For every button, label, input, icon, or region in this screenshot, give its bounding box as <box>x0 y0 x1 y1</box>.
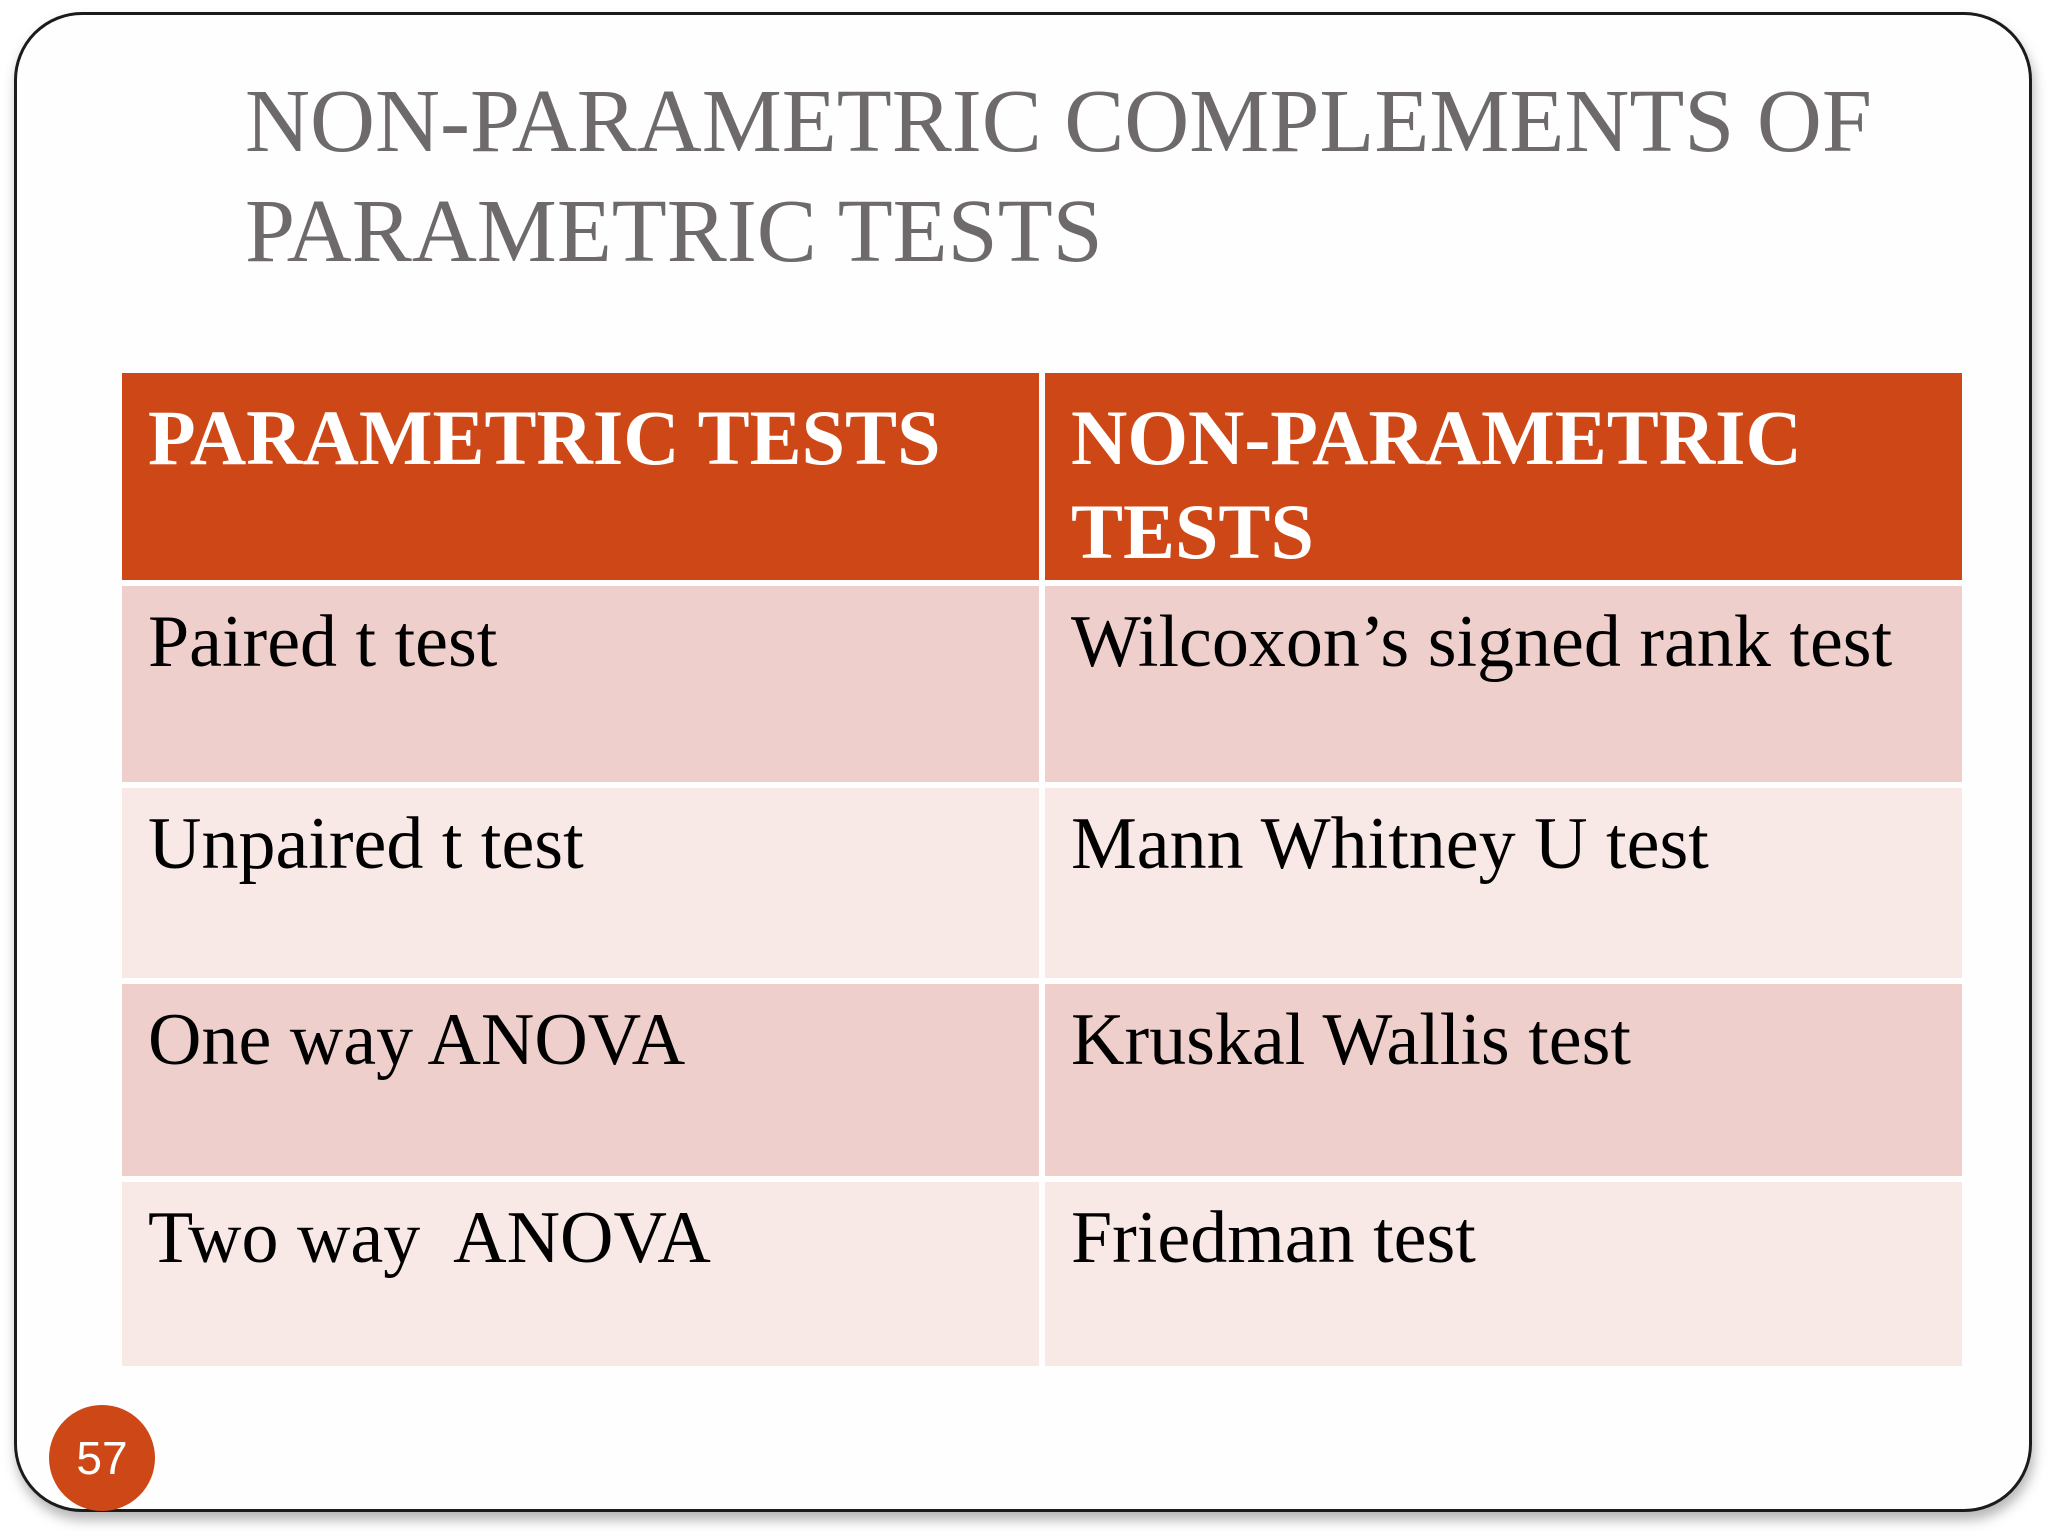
table-cell-parametric-row1: Paired t test <box>122 586 1039 782</box>
page-number: 57 <box>76 1432 128 1484</box>
table-cell-parametric-row2: Unpaired t test <box>122 788 1039 978</box>
slide: NON-PARAMETRIC COMPLEMENTS OF PARAMETRIC… <box>14 12 2032 1512</box>
table-cell-nonparametric-row2: Mann Whitney U test <box>1045 788 1962 978</box>
table-header-parametric: PARAMETRIC TESTS <box>122 373 1039 580</box>
table-cell-nonparametric-row3: Kruskal Wallis test <box>1045 984 1962 1176</box>
table-header-nonparametric: NON-PARAMETRIC TESTS <box>1045 373 1962 580</box>
table-cell-parametric-row4: Two way ANOVA <box>122 1182 1039 1366</box>
slide-title-line1: NON-PARAMETRIC COMPLEMENTS OF <box>245 72 1872 171</box>
slide-title-line2: PARAMETRIC TESTS <box>245 181 1103 281</box>
page-number-badge: 57 <box>49 1405 155 1511</box>
tests-table: PARAMETRIC TESTS NON-PARAMETRIC TESTS Pa… <box>122 373 1962 1366</box>
table-cell-parametric-row3: One way ANOVA <box>122 984 1039 1176</box>
table-cell-nonparametric-row4: Friedman test <box>1045 1182 1962 1366</box>
table-cell-nonparametric-row1: Wilcoxon’s signed rank test <box>1045 586 1962 782</box>
slide-title: NON-PARAMETRIC COMPLEMENTS OF PARAMETRIC… <box>245 67 2005 287</box>
